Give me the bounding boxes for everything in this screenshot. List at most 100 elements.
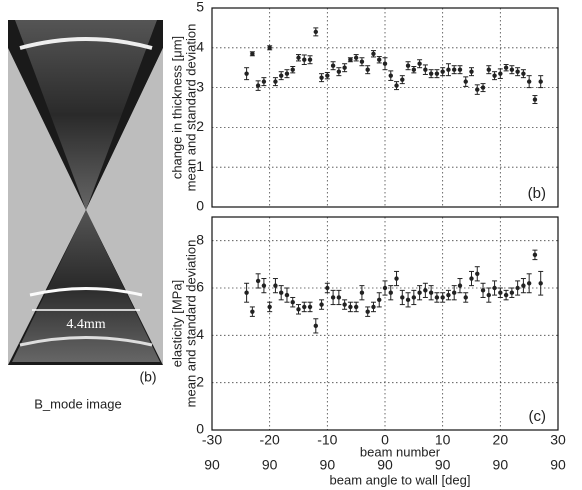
- data-point: [394, 83, 399, 88]
- data-point: [463, 295, 468, 300]
- data-point: [313, 29, 318, 35]
- y-axis-label: mean and standard deviation: [183, 24, 198, 192]
- data-point: [325, 73, 330, 78]
- data-point: [255, 83, 261, 88]
- data-point: [446, 292, 451, 298]
- data-point: [486, 67, 491, 72]
- data-point: [440, 295, 445, 300]
- x2-tick-label: 90: [377, 457, 393, 473]
- data-point: [342, 65, 347, 70]
- y-tick-label: 4: [196, 326, 204, 342]
- data-point: [509, 290, 515, 295]
- data-point: [434, 295, 440, 300]
- data-point: [325, 285, 330, 291]
- data-point: [382, 61, 388, 66]
- y-tick-label: 8: [196, 231, 204, 247]
- data-point: [457, 283, 463, 288]
- x2-tick-label: 90: [493, 457, 509, 473]
- data-point: [261, 283, 267, 288]
- lower-cone: [12, 210, 160, 362]
- data-point: [509, 67, 515, 72]
- data-point: [342, 302, 347, 307]
- x-tick-label: -10: [317, 432, 337, 448]
- data-point: [394, 276, 399, 281]
- x-tick-label: 10: [435, 432, 451, 448]
- data-point: [532, 97, 538, 102]
- data-point: [526, 79, 532, 84]
- y-tick-label: 2: [196, 373, 204, 389]
- data-point: [526, 281, 532, 286]
- y-tick-label: 6: [196, 279, 204, 295]
- y-tick-label: 5: [196, 0, 204, 15]
- data-point: [428, 290, 434, 295]
- data-point: [261, 79, 267, 84]
- data-point: [417, 61, 422, 66]
- data-point: [492, 73, 497, 78]
- data-point: [250, 51, 255, 56]
- x2-tick-label: 90: [262, 457, 278, 473]
- y-tick-label: 0: [196, 421, 204, 437]
- data-point: [457, 67, 463, 72]
- data-point: [296, 307, 301, 312]
- data-point: [423, 288, 428, 293]
- data-point: [273, 283, 278, 288]
- data-point: [365, 67, 370, 72]
- echo-arc: [19, 336, 153, 347]
- panel-label: (b): [139, 369, 156, 385]
- data-point: [532, 252, 538, 258]
- x-tick-label: -30: [202, 432, 222, 448]
- data-point: [480, 288, 486, 293]
- x-axis-label: beam number: [360, 444, 441, 459]
- echo-arc: [19, 37, 153, 50]
- x2-tick-label: 90: [320, 457, 336, 473]
- data-point: [279, 73, 284, 78]
- data-point: [290, 67, 295, 72]
- x2-tick-label: 90: [435, 457, 451, 473]
- x2-tick-label: 90: [204, 457, 220, 473]
- data-point: [302, 57, 307, 62]
- data-point: [319, 75, 324, 80]
- data-point: [423, 67, 428, 72]
- data-point: [267, 304, 272, 310]
- data-point: [365, 309, 370, 314]
- data-point: [330, 63, 336, 68]
- data-point: [503, 292, 509, 298]
- data-point: [359, 59, 365, 64]
- data-point: [521, 283, 526, 288]
- data-point: [498, 290, 503, 295]
- data-point: [400, 295, 405, 300]
- data-point: [492, 285, 497, 291]
- y-axis-label: change in thickness [μm]: [169, 36, 184, 179]
- data-point: [428, 71, 434, 76]
- y-tick-label: 1: [196, 158, 204, 174]
- image-side: [8, 48, 86, 365]
- scale-label: 4.4mm: [66, 317, 105, 332]
- data-point: [348, 304, 353, 310]
- data-point: [434, 71, 440, 76]
- x-tick-label: 0: [381, 432, 389, 448]
- data-point: [307, 304, 313, 310]
- data-point: [244, 71, 249, 76]
- y-axis-label: mean and standard deviation: [183, 240, 198, 408]
- data-point: [382, 285, 388, 291]
- data-point: [515, 285, 520, 291]
- data-point: [296, 55, 301, 60]
- data-point: [279, 290, 284, 295]
- data-point: [498, 71, 503, 76]
- data-point: [250, 309, 255, 314]
- x-tick-label: -20: [260, 432, 280, 448]
- data-point: [486, 292, 491, 298]
- data-point: [400, 77, 405, 82]
- data-point: [475, 271, 480, 276]
- data-point: [284, 292, 290, 298]
- data-point: [255, 278, 261, 284]
- data-point: [377, 297, 382, 303]
- data-point: [313, 323, 318, 329]
- y-tick-label: 4: [196, 39, 204, 55]
- data-point: [469, 69, 474, 74]
- data-point: [463, 79, 468, 84]
- data-point: [405, 63, 411, 68]
- panel-label: (c): [529, 408, 547, 425]
- data-point: [446, 67, 451, 72]
- y-tick-label: 0: [196, 198, 204, 214]
